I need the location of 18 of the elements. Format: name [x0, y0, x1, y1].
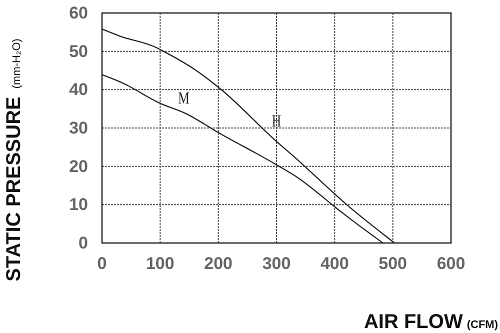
y-tick-label: 20 — [69, 156, 88, 176]
series-label: H — [272, 112, 282, 131]
y-tick-label: 50 — [69, 42, 88, 61]
y-tick-label: 60 — [69, 3, 88, 22]
y-tick-label: 30 — [69, 118, 88, 138]
y-axis-title: STATIC PRESSURE (mm-H₂O) — [3, 38, 25, 282]
x-axis-title: AIR FLOW (CFM) — [364, 311, 498, 333]
x-tick-label: 600 — [436, 254, 466, 274]
y-tick-label: 0 — [78, 233, 88, 252]
x-tick-label: 100 — [146, 254, 174, 274]
x-tick-label: 500 — [378, 254, 408, 274]
x-tick-label: 200 — [204, 254, 233, 274]
x-tick-label: 400 — [320, 254, 349, 274]
x-tick-label: 0 — [97, 254, 107, 274]
series-label: M — [178, 90, 190, 108]
y-tick-label: 10 — [69, 195, 88, 214]
x-tick-label: 300 — [262, 254, 291, 274]
y-tick-label: 40 — [69, 80, 88, 100]
